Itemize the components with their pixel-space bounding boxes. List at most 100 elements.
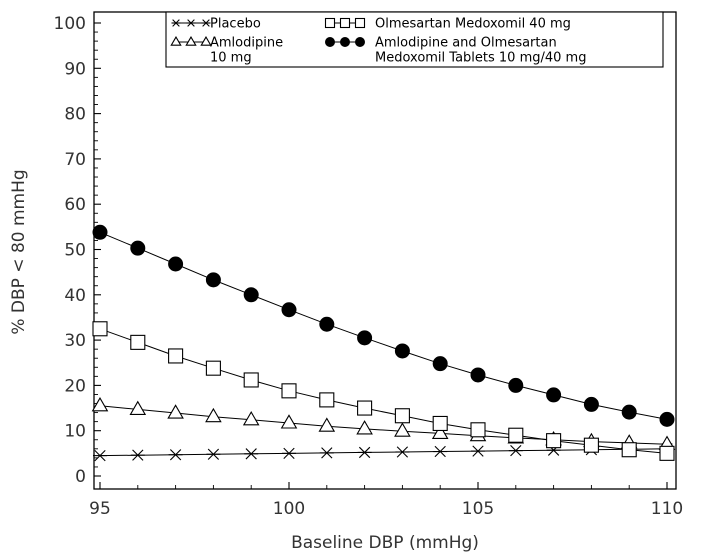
series-1-point [206, 448, 221, 460]
legend-marker [340, 37, 350, 47]
legend-label: 10 mg [210, 51, 252, 66]
series-2-point [205, 407, 222, 423]
series-3-point [546, 433, 562, 449]
y-tick-label: 60 [64, 195, 86, 215]
series-4-point [394, 343, 410, 359]
y-tick-label: 80 [64, 105, 86, 125]
series-1-point [244, 448, 259, 460]
series-3-point [243, 372, 259, 388]
legend-label: Amlodipine and Olmesartan [375, 36, 557, 51]
y-tick-label: 10 [64, 422, 86, 442]
series-3-point [394, 408, 410, 424]
series-4-point [621, 404, 637, 420]
series-4-point [432, 356, 448, 372]
series-2-point [280, 414, 298, 429]
series-3-point [168, 348, 184, 364]
series-4-point [583, 396, 599, 412]
series-3-point [508, 427, 524, 443]
legend-marker [355, 37, 365, 47]
y-tick-label: 70 [64, 150, 86, 170]
series-line-1 [99, 448, 668, 457]
legend-label: Olmesartan Medoxomil 40 mg [375, 17, 571, 32]
series-4-point [470, 367, 486, 383]
legend-marker [325, 37, 335, 47]
legend-marker [185, 35, 197, 46]
series-1-point [508, 444, 523, 457]
x-tick-label: 110 [651, 499, 683, 519]
legend-marker [339, 17, 351, 29]
series-4-point [92, 224, 108, 240]
legend-marker [201, 19, 211, 27]
x-tick-label: 95 [89, 499, 111, 519]
series-layer [91, 224, 676, 462]
legend-marker [324, 17, 336, 29]
legend-marker [354, 17, 366, 29]
series-3-point [319, 392, 335, 408]
y-tick-label: 30 [64, 331, 86, 351]
legend-marker [171, 19, 181, 27]
series-4-point [281, 302, 297, 318]
series-4-point [130, 240, 146, 256]
series-3-point [130, 334, 146, 350]
series-1-point [130, 449, 145, 461]
series-2-point [167, 404, 184, 419]
series-3-point [281, 383, 297, 399]
series-1-point [93, 449, 107, 462]
series-4-point [243, 287, 259, 303]
series-1-point [471, 445, 485, 457]
legend-label: Amlodipine [210, 36, 283, 51]
x-axis-title: Baseline DBP (mmHg) [291, 533, 479, 553]
y-tick-label: 90 [64, 59, 86, 79]
series-line-2 [99, 405, 668, 445]
series-4-point [508, 377, 524, 393]
legend-label: Placebo [210, 17, 261, 32]
legend-label: Medoxomil Tablets 10 mg/40 mg [375, 51, 586, 66]
series-2-point [356, 420, 373, 435]
series-1-point [282, 447, 296, 459]
series-3-point [470, 422, 486, 438]
series-line-3 [99, 328, 668, 454]
legend-marker [186, 19, 196, 27]
legend-marker [200, 35, 212, 46]
y-tick-label: 40 [64, 286, 86, 306]
series-1-point [168, 449, 183, 461]
series-3-point [621, 442, 637, 458]
series-2-point [431, 424, 449, 439]
y-tick-label: 0 [75, 467, 86, 487]
x-tick-label: 100 [273, 499, 305, 519]
x-tick-label: 105 [462, 499, 494, 519]
series-4-point [205, 272, 221, 288]
series-4-point [546, 387, 562, 403]
series-3-point [583, 437, 599, 453]
series-3-point [659, 445, 675, 461]
series-4-point [168, 256, 184, 272]
series-2-point [318, 417, 336, 432]
series-4-point [319, 316, 335, 332]
y-tick-label: 50 [64, 241, 86, 261]
y-tick-label: 100 [54, 14, 86, 34]
legend-entry: Olmesartan Medoxomil 40 mg [324, 17, 571, 32]
series-3-point [92, 321, 108, 337]
series-2-point [91, 396, 109, 412]
series-1-point [395, 446, 410, 458]
series-4-point [659, 411, 675, 427]
series-2-point [394, 422, 411, 437]
ticks-layer: 0 10 20 30 40 50 60 70 80 90 100 95 100 105 110 [54, 14, 684, 519]
series-2-point [242, 411, 260, 426]
legend-marker [170, 35, 182, 46]
series-3-point [432, 415, 448, 432]
y-axis-title: % DBP < 80 mmHg [9, 169, 29, 334]
series-1-point [433, 445, 448, 458]
series-3-point [357, 400, 373, 416]
series-3-point [205, 360, 221, 376]
series-1-point [319, 447, 334, 459]
legend-box [165, 11, 664, 68]
series-4-point [357, 330, 373, 346]
series-2-point [129, 400, 147, 415]
legend-entry: Placebo [171, 17, 261, 32]
